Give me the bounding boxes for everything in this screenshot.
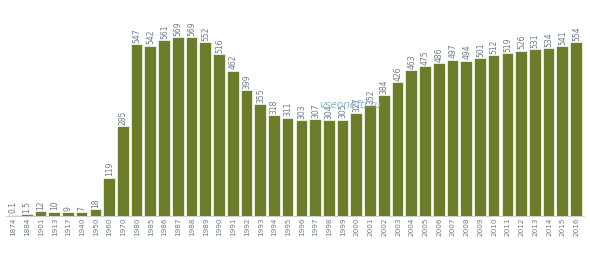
- Text: 18: 18: [91, 198, 100, 208]
- Bar: [475, 59, 486, 216]
- Bar: [365, 106, 376, 216]
- Text: 10: 10: [50, 201, 59, 210]
- Bar: [544, 49, 555, 216]
- Bar: [283, 119, 293, 216]
- Bar: [118, 127, 129, 216]
- Text: 486: 486: [435, 47, 444, 62]
- Text: 534: 534: [545, 32, 553, 47]
- Bar: [310, 120, 321, 216]
- Text: 384: 384: [380, 79, 389, 94]
- Bar: [63, 213, 74, 216]
- Bar: [50, 213, 60, 216]
- Bar: [159, 41, 170, 216]
- Bar: [324, 121, 335, 216]
- Text: 463: 463: [407, 54, 416, 69]
- Text: 501: 501: [476, 43, 485, 57]
- Text: 542: 542: [146, 30, 155, 44]
- Text: 569: 569: [174, 21, 183, 36]
- Text: 303: 303: [297, 104, 306, 119]
- Text: 318: 318: [270, 100, 279, 114]
- Text: 512: 512: [490, 39, 499, 54]
- Text: 516: 516: [215, 38, 224, 53]
- Text: 554: 554: [572, 26, 581, 41]
- Text: 569: 569: [188, 21, 196, 36]
- Text: 119: 119: [105, 162, 114, 176]
- Text: 0.1: 0.1: [9, 201, 18, 214]
- Bar: [241, 91, 253, 216]
- Bar: [337, 120, 349, 216]
- Bar: [516, 52, 527, 216]
- Text: 9: 9: [64, 206, 73, 211]
- Bar: [104, 179, 115, 216]
- Bar: [489, 56, 500, 216]
- Bar: [146, 47, 156, 216]
- Bar: [352, 114, 362, 216]
- Bar: [173, 38, 183, 216]
- Bar: [379, 96, 389, 216]
- Bar: [448, 60, 458, 216]
- Text: 12: 12: [37, 200, 45, 210]
- Text: 552: 552: [201, 27, 210, 41]
- Text: 426: 426: [394, 66, 402, 81]
- Bar: [228, 72, 238, 216]
- Bar: [214, 55, 225, 216]
- Bar: [132, 45, 142, 216]
- Bar: [503, 54, 513, 216]
- Bar: [22, 215, 32, 216]
- Bar: [201, 43, 211, 216]
- Bar: [407, 71, 417, 216]
- Text: 541: 541: [558, 30, 568, 45]
- Text: 519: 519: [503, 37, 512, 52]
- Text: 311: 311: [284, 102, 293, 117]
- Text: 285: 285: [119, 110, 128, 125]
- Text: vseonefti.ru: vseonefti.ru: [319, 100, 381, 110]
- Bar: [461, 62, 472, 216]
- Text: 305: 305: [339, 104, 348, 118]
- Text: 526: 526: [517, 35, 526, 49]
- Bar: [186, 38, 197, 216]
- Text: 462: 462: [229, 55, 238, 69]
- Text: 355: 355: [256, 88, 265, 103]
- Text: 561: 561: [160, 24, 169, 38]
- Bar: [393, 83, 404, 216]
- Text: 494: 494: [462, 45, 471, 59]
- Text: 475: 475: [421, 51, 430, 65]
- Bar: [35, 212, 46, 216]
- Text: 352: 352: [366, 89, 375, 104]
- Text: 547: 547: [133, 28, 142, 43]
- Text: 1.5: 1.5: [22, 201, 32, 213]
- Text: 531: 531: [531, 33, 540, 48]
- Bar: [269, 117, 280, 216]
- Text: 307: 307: [311, 103, 320, 118]
- Text: 327: 327: [352, 97, 361, 112]
- Text: 304: 304: [325, 104, 334, 119]
- Bar: [434, 64, 444, 216]
- Bar: [571, 43, 582, 216]
- Text: 399: 399: [242, 74, 251, 89]
- Bar: [77, 214, 87, 216]
- Bar: [297, 121, 307, 216]
- Bar: [530, 50, 540, 216]
- Bar: [90, 210, 101, 216]
- Bar: [558, 47, 568, 216]
- Bar: [255, 105, 266, 216]
- Text: 7: 7: [78, 206, 87, 211]
- Text: 497: 497: [448, 44, 457, 58]
- Bar: [420, 68, 431, 216]
